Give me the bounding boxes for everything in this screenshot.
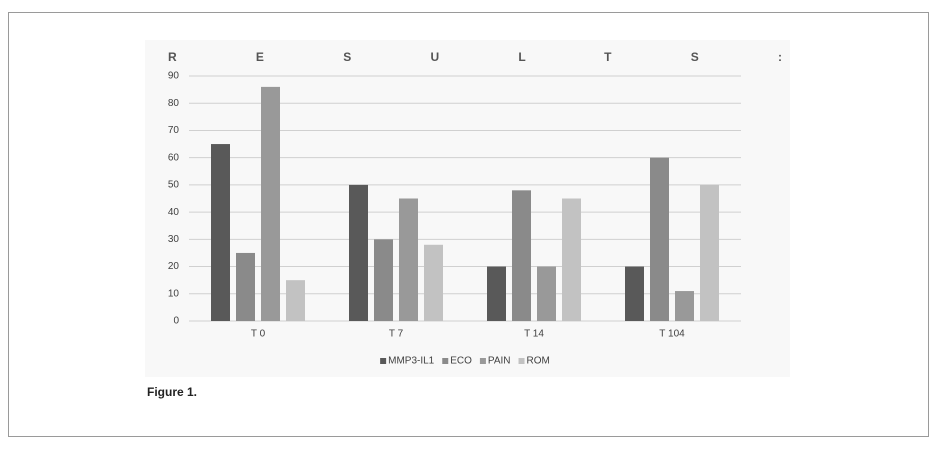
figure-caption: Figure 1. <box>147 385 197 399</box>
y-tick-label: 10 <box>168 288 180 299</box>
y-tick-label: 40 <box>168 207 180 218</box>
bar <box>286 280 305 321</box>
y-tick-label: 20 <box>168 261 180 272</box>
bar <box>261 86 280 321</box>
legend-label: PAIN <box>488 356 511 367</box>
bar <box>700 184 719 321</box>
y-tick-label: 70 <box>168 125 180 136</box>
y-tick-label: 30 <box>168 234 180 245</box>
bar <box>562 198 581 321</box>
legend-label: ROM <box>527 356 550 367</box>
legend-swatch <box>479 358 486 364</box>
bar <box>349 184 368 321</box>
x-tick-label: T 0 <box>251 329 266 340</box>
y-tick-label: 90 <box>168 71 180 82</box>
bar <box>650 157 669 321</box>
y-tick-label: 0 <box>173 316 179 327</box>
bar <box>399 198 418 321</box>
bar <box>374 239 393 321</box>
bar <box>625 266 644 321</box>
bar <box>512 190 531 321</box>
chart-area <box>145 40 790 377</box>
bar <box>537 266 556 321</box>
legend-swatch <box>442 358 449 364</box>
bar <box>424 244 443 321</box>
bar <box>211 144 230 321</box>
legend-label: ECO <box>450 356 472 367</box>
legend-swatch <box>518 358 525 364</box>
y-tick-label: 50 <box>168 180 180 191</box>
bar <box>675 291 694 321</box>
y-tick-label: 80 <box>168 98 180 109</box>
legend: MMP3-IL1 ECO PAIN ROM <box>380 356 550 367</box>
x-tick-label: T 104 <box>659 329 685 340</box>
bar <box>487 266 506 321</box>
x-tick-label: T 7 <box>389 329 404 340</box>
x-tick-label: T 14 <box>524 329 544 340</box>
y-tick-label: 60 <box>168 152 180 163</box>
bar <box>236 252 255 321</box>
legend-label: MMP3-IL1 <box>388 356 435 367</box>
legend-swatch <box>380 358 387 364</box>
